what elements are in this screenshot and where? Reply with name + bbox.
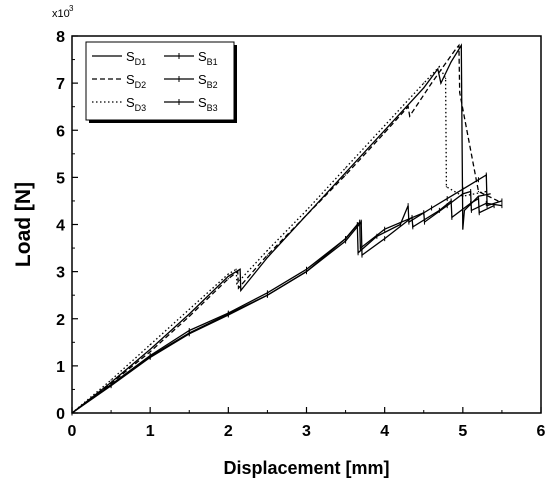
data-point-s-d3 <box>423 82 425 84</box>
y-tick-label: 0 <box>56 406 65 423</box>
data-point-s-d2 <box>305 214 308 216</box>
data-point-s-d2 <box>409 115 411 117</box>
data-point-s-d1 <box>149 348 151 350</box>
series-line-s-b2 <box>71 197 495 414</box>
data-point-s-d2 <box>477 190 480 193</box>
y-tick-label: 4 <box>56 218 65 235</box>
series-line-s-b3 <box>71 190 502 414</box>
data-point-s-d2 <box>266 254 269 256</box>
data-point-s-d1 <box>489 193 491 195</box>
data-point-s-d3 <box>305 209 308 211</box>
x-tick-label: 4 <box>380 423 389 440</box>
data-point-s-d1 <box>460 44 462 47</box>
y-tick-label: 7 <box>56 76 65 93</box>
x-tick-label: 6 <box>537 423 546 440</box>
data-point-s-d1 <box>188 313 190 315</box>
data-point-s-d2 <box>459 91 461 94</box>
data-point-s-d1 <box>450 61 452 63</box>
data-point-s-d3 <box>266 249 269 252</box>
data-point-s-d2 <box>384 132 386 134</box>
data-point-s-d3 <box>438 66 440 68</box>
data-point-s-d1 <box>462 228 464 230</box>
plot-frame <box>71 35 542 414</box>
y-tick-label: 1 <box>56 359 65 376</box>
y-axis-title: Load [N] <box>12 182 35 267</box>
data-point-s-d2 <box>454 49 456 51</box>
data-point-s-d3 <box>227 273 229 275</box>
data-point-s-d2 <box>149 351 151 353</box>
plot-area <box>71 43 503 416</box>
data-point-s-d2 <box>188 315 190 317</box>
data-point-s-d1 <box>240 289 242 292</box>
y-tick-label: 2 <box>56 312 65 329</box>
y-multiplier-exponent: 3 <box>69 4 74 13</box>
data-point-s-d2 <box>237 271 239 273</box>
data-point-s-d2 <box>458 44 460 47</box>
data-point-s-d1 <box>266 256 269 259</box>
legend-box <box>85 41 235 121</box>
data-point-s-d3 <box>235 268 237 270</box>
x-axis: 0 1 2 3 4 5 6 <box>68 407 546 440</box>
data-point-s-d3 <box>188 308 190 310</box>
data-point-s-d1 <box>440 82 442 84</box>
data-point-s-d2 <box>237 287 240 289</box>
y-axis: 0 1 2 3 4 5 6 7 8 <box>56 29 78 423</box>
data-point-s-d3 <box>236 282 238 285</box>
x-tick-label: 5 <box>458 423 467 440</box>
x-tick-label: 0 <box>68 423 77 440</box>
y-tick-label: 6 <box>56 123 65 140</box>
data-point-s-d2 <box>497 200 499 202</box>
data-point-s-d3 <box>149 344 151 346</box>
y-tick-label: 3 <box>56 265 65 282</box>
data-point-s-d2 <box>430 82 433 84</box>
data-point-s-d1 <box>423 87 425 89</box>
data-point-s-d3 <box>110 379 112 381</box>
data-point-s-d3 <box>384 124 386 127</box>
x-axis-title: Displacement [mm] <box>223 458 389 478</box>
data-point-s-d3 <box>445 186 448 188</box>
data-point-s-d3 <box>344 167 347 169</box>
y-multiplier-label: x10 <box>52 8 70 20</box>
x-tick-label: 2 <box>224 423 233 440</box>
data-point-s-d1 <box>344 172 347 174</box>
data-point-s-d2 <box>344 174 347 176</box>
data-point-s-d1 <box>384 129 386 131</box>
x-tick-label: 1 <box>146 423 155 440</box>
series-line-s-b1 <box>71 173 503 414</box>
data-point-s-d1 <box>437 68 439 70</box>
data-point-s-d1 <box>239 268 241 270</box>
x-tick-label: 3 <box>302 423 311 440</box>
data-point-s-d2 <box>227 278 229 280</box>
data-point-s-d2 <box>407 106 409 108</box>
y-tick-label: 5 <box>56 170 65 187</box>
data-point-s-d1 <box>227 275 229 277</box>
series-line-s-d1 <box>71 43 491 414</box>
data-point-s-d3 <box>445 77 447 80</box>
data-point-s-d1 <box>463 209 465 211</box>
y-tick-label: 8 <box>56 29 65 46</box>
